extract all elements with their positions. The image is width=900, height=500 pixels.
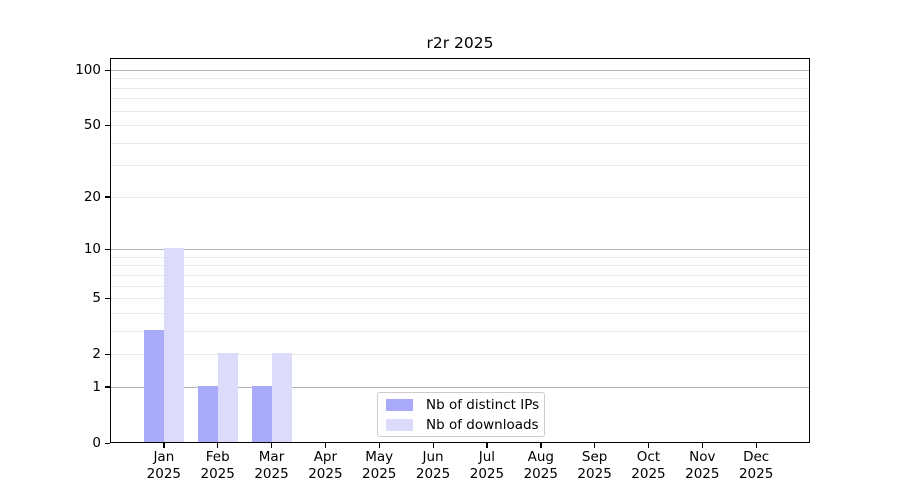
x-axis-tick-label: Jul 2025	[469, 449, 505, 482]
x-axis-tick	[432, 443, 434, 448]
minor-gridline	[111, 196, 809, 198]
y-axis-tick	[105, 386, 110, 388]
x-axis-tick	[271, 443, 273, 448]
x-axis-tick	[324, 443, 327, 448]
y-axis-tick-label: 50	[83, 117, 101, 134]
y-axis-tick	[105, 297, 110, 299]
y-axis-tick-label: 1	[92, 378, 101, 395]
bar-distinct-ips	[251, 385, 272, 442]
bar-downloads	[217, 353, 238, 442]
minor-gridline	[111, 142, 809, 144]
major-gridline	[111, 386, 809, 388]
y-axis-tick-label: 10	[83, 241, 101, 258]
x-axis-tick	[647, 443, 650, 448]
y-axis-tick-label: 100	[75, 62, 101, 78]
major-gridline	[111, 70, 809, 71]
legend-label-downloads: Nb of downloads	[426, 416, 539, 433]
x-axis-tick-label: May 2025	[362, 449, 397, 482]
y-axis-tick	[105, 124, 110, 127]
x-axis-tick-label: Apr 2025	[308, 449, 343, 482]
bar-distinct-ips	[197, 385, 218, 442]
legend-entry-distinct-ips: Nb of distinct IPs	[386, 397, 544, 413]
y-axis-tick	[105, 353, 110, 355]
x-axis-tick-label: Jun 2025	[415, 449, 451, 482]
x-axis-tick-label: Mar 2025	[254, 449, 289, 482]
minor-gridline	[111, 165, 809, 167]
y-axis-tick	[105, 442, 110, 444]
x-axis-tick	[217, 443, 219, 448]
major-gridline	[111, 249, 809, 251]
minor-gridline	[111, 256, 809, 258]
y-axis-tick-label: 20	[83, 188, 101, 205]
minor-gridline	[111, 87, 809, 89]
chart-title: r2r 2025	[426, 34, 494, 52]
legend-entry-downloads: Nb of downloads	[386, 417, 544, 433]
legend-label-distinct-ips: Nb of distinct IPs	[426, 396, 540, 413]
minor-gridline	[111, 78, 809, 80]
bar-downloads	[271, 353, 292, 442]
x-axis-tick-label: Dec 2025	[738, 449, 774, 482]
x-axis-tick-label: Oct 2025	[631, 449, 666, 482]
minor-gridline	[111, 274, 809, 276]
minor-gridline	[111, 312, 809, 314]
y-axis-tick-label: 2	[92, 346, 101, 363]
y-axis-tick	[105, 248, 110, 250]
x-axis-tick	[594, 443, 596, 448]
bar-downloads	[163, 248, 184, 442]
x-axis-tick-label: Jan 2025	[146, 449, 182, 482]
legend-swatch-downloads	[386, 418, 413, 431]
x-axis-tick	[486, 443, 488, 448]
x-axis-tick-label: Aug 2025	[523, 449, 558, 482]
minor-gridline	[111, 285, 809, 287]
x-axis-tick	[378, 443, 381, 448]
x-axis-tick	[701, 443, 704, 448]
x-axis-tick-label: Sep 2025	[577, 449, 612, 482]
legend: Nb of distinct IPs Nb of downloads	[377, 392, 545, 437]
y-axis-tick	[105, 196, 110, 198]
plot-area	[110, 58, 810, 443]
minor-gridline	[111, 354, 809, 356]
x-axis-tick	[163, 443, 165, 448]
minor-gridline	[111, 125, 809, 127]
minor-gridline	[111, 265, 809, 267]
x-axis-tick-label: Feb 2025	[200, 449, 235, 482]
minor-gridline	[111, 98, 809, 100]
x-axis-tick	[755, 443, 757, 448]
x-axis-tick-label: Nov 2025	[685, 449, 720, 482]
minor-gridline	[111, 298, 809, 300]
bar-distinct-ips	[143, 329, 164, 442]
y-axis-tick	[105, 69, 110, 71]
y-axis-tick-label: 0	[92, 435, 101, 451]
y-axis-tick-label: 5	[92, 290, 101, 307]
minor-gridline	[111, 330, 809, 332]
minor-gridline	[111, 110, 809, 112]
x-axis-tick	[540, 443, 542, 448]
legend-swatch-distinct-ips	[386, 398, 413, 411]
